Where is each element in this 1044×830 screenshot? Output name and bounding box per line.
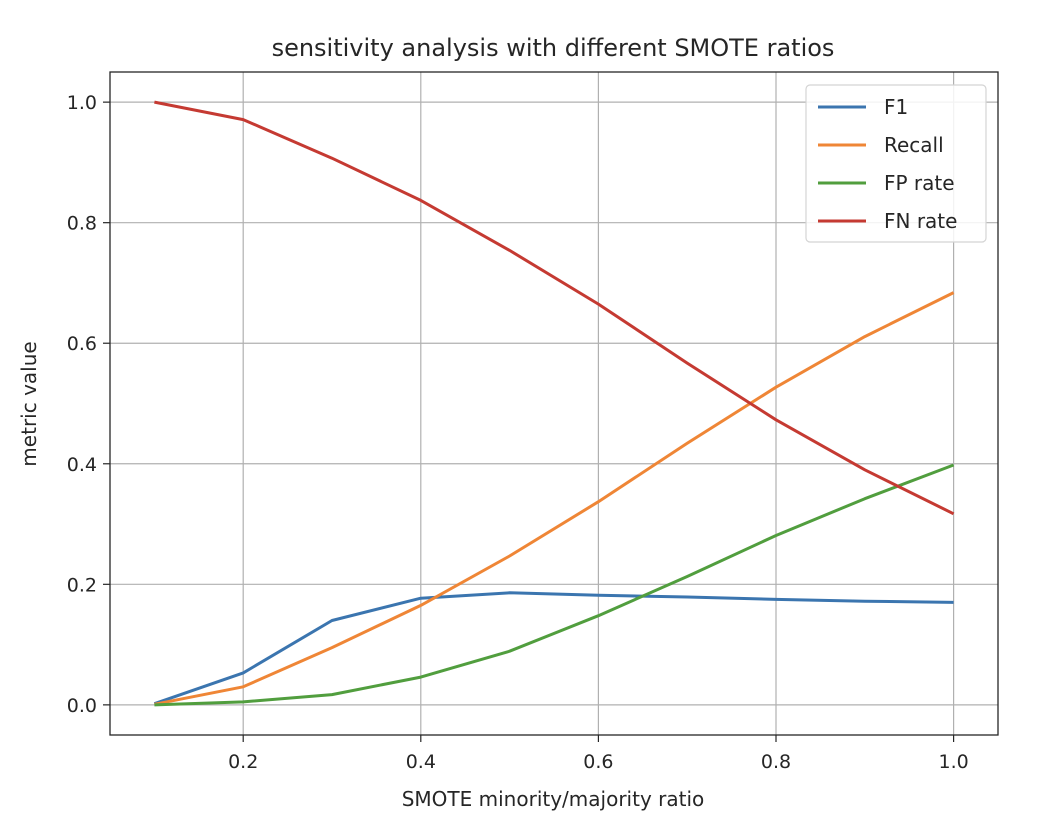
series-group [153, 100, 955, 707]
series-line-recall [154, 291, 955, 706]
y-tick-label: 0.0 [67, 695, 97, 717]
legend-frame [805, 84, 987, 243]
x-axis: 0.2 0.4 0.6 0.8 1.0 [228, 735, 969, 773]
y-tick-label: 1.0 [67, 92, 97, 114]
x-tick-label: 0.6 [583, 751, 613, 773]
chart-title: sensitivity analysis with different SMOT… [272, 34, 835, 62]
legend: F1 Recall FP rate FN rate [805, 84, 987, 243]
legend-label-f1: F1 [884, 95, 908, 119]
y-tick-label: 0.4 [67, 454, 97, 476]
series-line-fn-rate [154, 100, 955, 516]
y-axis: 0.0 0.2 0.4 0.6 0.8 1.0 [67, 92, 110, 717]
y-tick-label: 0.8 [67, 213, 97, 235]
x-axis-label: SMOTE minority/majority ratio [402, 787, 705, 811]
x-tick-label: 1.0 [938, 751, 968, 773]
legend-label-recall: Recall [884, 133, 944, 157]
y-axis-label: metric value [17, 341, 41, 466]
y-tick-label: 0.6 [67, 333, 97, 355]
y-tick-label: 0.2 [67, 574, 97, 596]
x-tick-label: 0.8 [761, 751, 791, 773]
plot-frame [109, 71, 999, 736]
series-line-fp-rate [154, 463, 955, 707]
series-line-f1 [153, 591, 954, 706]
x-tick-label: 0.2 [228, 751, 258, 773]
x-tick-label: 0.4 [406, 751, 436, 773]
legend-label-fp-rate: FP rate [884, 171, 955, 195]
legend-label-fn-rate: FN rate [884, 209, 957, 233]
